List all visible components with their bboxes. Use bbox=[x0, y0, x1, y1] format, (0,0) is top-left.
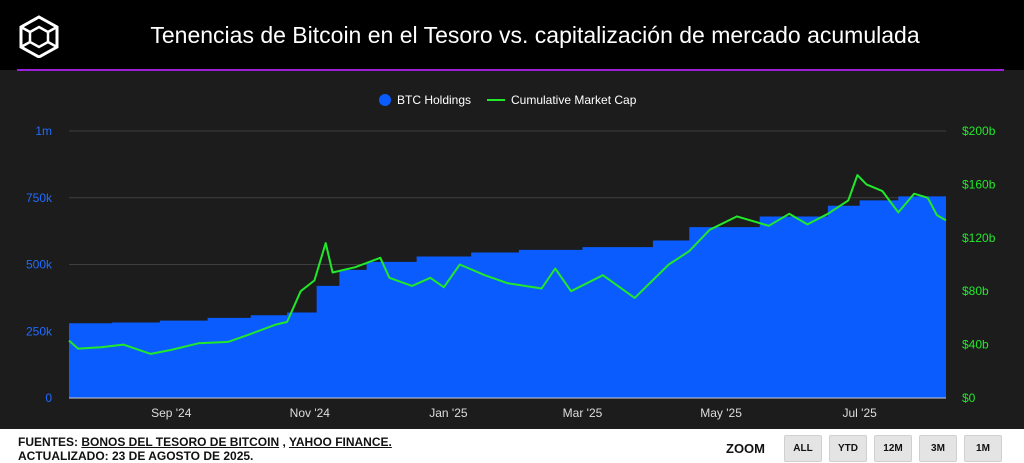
source-link-yahoo[interactable]: YAHOO FINANCE. bbox=[288, 435, 392, 449]
zoom-label: ZOOM bbox=[726, 441, 765, 456]
x-tick-label: May '25 bbox=[700, 406, 742, 420]
cube-logo-icon bbox=[19, 15, 59, 58]
legend-market-cap-label: Cumulative Market Cap bbox=[511, 93, 637, 107]
sources-separator: , bbox=[282, 435, 286, 449]
x-tick-label: Mar '25 bbox=[563, 406, 603, 420]
y-left-tick-label: 1m bbox=[35, 124, 52, 138]
x-tick-label: Nov '24 bbox=[290, 406, 331, 420]
x-tick-label: Jul '25 bbox=[843, 406, 878, 420]
accent-divider bbox=[17, 69, 1004, 71]
chart-svg: 0 250k 500k 750k 1m $0 $40b $80b $120b $160b $200b… bbox=[26, 93, 996, 420]
source-link-treasuries[interactable]: BONOS DEL TESORO DE BITCOIN bbox=[81, 435, 280, 449]
zoom-3m-button[interactable]: 3M bbox=[919, 435, 957, 462]
x-tick-label: Jan '25 bbox=[429, 406, 468, 420]
market-cap-line bbox=[68, 174, 947, 355]
sources-prefix: FUENTES: bbox=[18, 435, 78, 449]
y-left-tick-label: 0 bbox=[45, 391, 52, 405]
updated-date: ACTUALIZADO: 23 DE AGOSTO DE 2025. bbox=[18, 449, 254, 463]
y-right-tick-label: $80b bbox=[962, 284, 989, 298]
zoom-ytd-button[interactable]: YTD bbox=[829, 435, 867, 462]
zoom-1m-button[interactable]: 1M bbox=[964, 435, 1002, 462]
x-tick-label: Sep '24 bbox=[151, 406, 192, 420]
btc-holdings-area bbox=[69, 191, 946, 398]
footer: FUENTES: BONOS DEL TESORO DE BITCOIN , Y… bbox=[0, 429, 1024, 463]
y-left-tick-label: 250k bbox=[26, 324, 53, 338]
legend-holdings-label: BTC Holdings bbox=[397, 93, 471, 107]
sources-text: FUENTES: BONOS DEL TESORO DE BITCOIN , Y… bbox=[18, 435, 392, 463]
zoom-12m-button[interactable]: 12M bbox=[874, 435, 912, 462]
page-title: Tenencias de Bitcoin en el Tesoro vs. ca… bbox=[150, 22, 920, 48]
y-right-tick-label: $0 bbox=[962, 391, 976, 405]
y-right-tick-label: $200b bbox=[962, 124, 996, 138]
y-left-tick-label: 750k bbox=[26, 191, 53, 205]
zoom-all-button[interactable]: ALL bbox=[784, 435, 822, 462]
y-right-tick-label: $160b bbox=[962, 177, 996, 191]
legend-holdings-marker bbox=[379, 94, 391, 106]
header-bar: Tenencias de Bitcoin en el Tesoro vs. ca… bbox=[0, 0, 1024, 70]
y-right-tick-label: $120b bbox=[962, 231, 996, 245]
y-left-tick-label: 500k bbox=[26, 258, 53, 272]
zoom-controls: ZOOM ALL YTD 12M 3M 1M bbox=[726, 435, 1002, 462]
y-right-tick-label: $40b bbox=[962, 338, 989, 352]
